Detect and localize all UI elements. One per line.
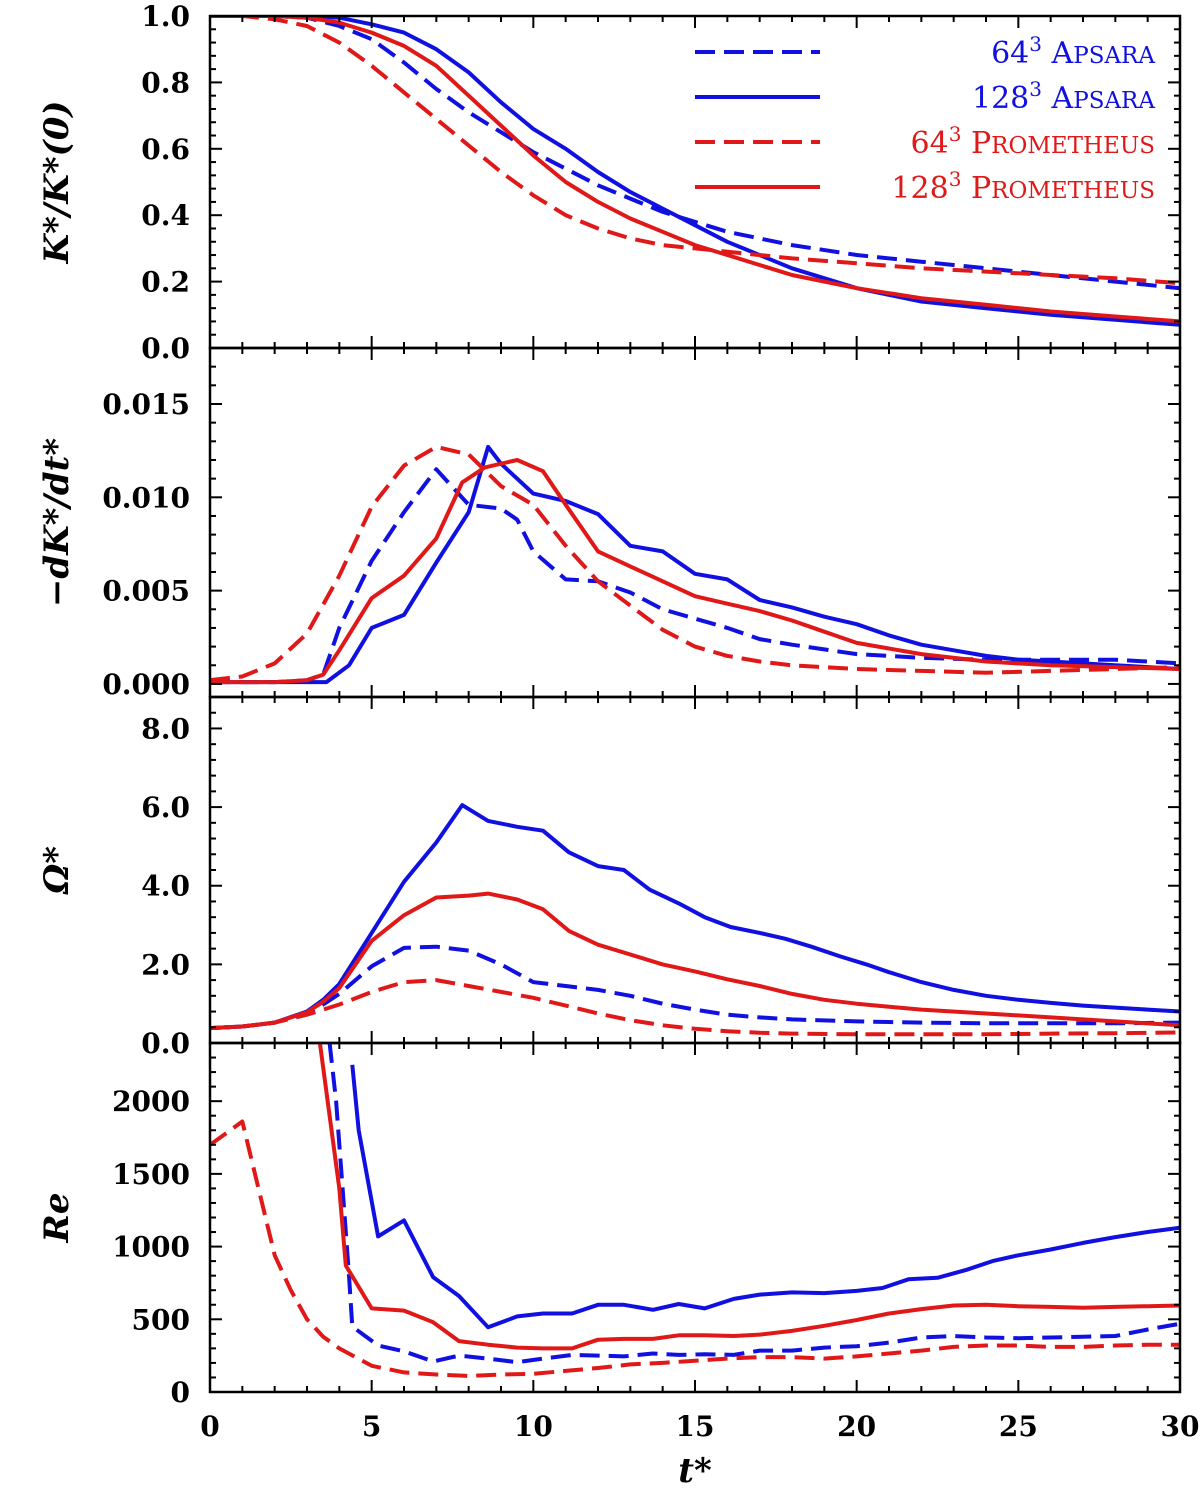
x-tick-label: 5	[362, 1410, 381, 1443]
series-group	[210, 1043, 1180, 1378]
legend-code-initial: A	[1051, 81, 1074, 116]
panel-enstrophy: 0.0 2.0 4.0 6.0 8.0 Ω*	[37, 695, 1182, 1060]
legend-power: 3	[949, 122, 962, 146]
x-tick-label: 30	[1161, 1410, 1200, 1443]
y-tick-label: 1500	[112, 1158, 190, 1191]
y-tick-label: 8.0	[141, 712, 190, 745]
legend-resolution: 128	[891, 171, 948, 206]
legend-entry-text: 1283 PROMETHEUS	[891, 167, 1155, 206]
legend-code-initial: P	[971, 171, 991, 206]
series-line-1283-prometheus	[210, 16, 1180, 324]
y-tick-label: 2.0	[141, 948, 190, 981]
legend-entry-text: 1283 APSARA	[972, 77, 1155, 116]
series-line-1283-prometheus	[317, 1043, 1180, 1351]
y-tick-label: 0.005	[102, 575, 190, 608]
x-tick-label: 20	[837, 1410, 876, 1443]
y-tick-label: 0.2	[141, 266, 190, 299]
legend-resolution: 64	[991, 36, 1029, 71]
y-tick-label: 4.0	[141, 870, 190, 903]
legend-resolution: 128	[972, 81, 1029, 116]
series-group	[210, 444, 1180, 685]
y-tick-label: 1.0	[141, 0, 190, 33]
series-line-643-prometheus	[210, 444, 1180, 683]
legend-code-rest: ROMETHEUS	[991, 178, 1155, 204]
legend-space	[961, 171, 971, 206]
y-tick-label: 2000	[112, 1085, 190, 1118]
y-tick-label: 500	[132, 1303, 190, 1336]
x-tick-label: 10	[514, 1410, 553, 1443]
series-group	[210, 803, 1180, 1037]
y-tick-label: 0	[171, 1376, 190, 1409]
series-line-1283-apsara	[210, 16, 1180, 327]
series-line-1283-apsara	[210, 803, 1180, 1031]
legend-code-rest: PSARA	[1073, 88, 1155, 114]
legend-power: 3	[1029, 32, 1042, 56]
series-line-1283-prometheus	[210, 891, 1180, 1031]
y-tick-label: 1000	[112, 1231, 190, 1264]
legend-entry-text: 643 PROMETHEUS	[911, 122, 1156, 161]
y-tick-label: 0.4	[141, 199, 190, 232]
panel-reynolds-number: 0 500 1000 1500 2000 Re	[37, 1041, 1182, 1409]
series-group	[210, 16, 1180, 327]
y-tick-label: 0.000	[102, 668, 190, 701]
series-line-1283-apsara	[350, 1064, 1180, 1330]
panel-frame	[208, 695, 1182, 1045]
x-tick-label: 0	[200, 1410, 219, 1443]
panel-dissipation-rate: 0.000 0.005 0.010 0.015 −dK*/dt*	[37, 346, 1182, 701]
y-tick-label: 0.010	[102, 481, 190, 514]
y-axis-label: −dK*/dt*	[37, 438, 77, 607]
series-line-643-prometheus	[210, 1119, 1180, 1378]
legend-space	[961, 126, 971, 161]
y-tick-label: 6.0	[141, 791, 190, 824]
y-tick-label: 0.8	[141, 66, 190, 99]
y-tick-label: 0.0	[141, 332, 190, 365]
legend-code-rest: PSARA	[1073, 43, 1155, 69]
x-axis: 0 5 10 15 20 25 30 t*	[200, 1410, 1199, 1491]
legend-power: 3	[1029, 77, 1042, 101]
y-tick-label: 0.6	[141, 133, 190, 166]
series-line-1283-apsara	[210, 444, 1180, 685]
x-tick-label: 25	[999, 1410, 1038, 1443]
y-tick-label: 0.015	[102, 388, 190, 421]
y-axis-label: Ω*	[37, 846, 77, 895]
legend-space	[1042, 36, 1052, 71]
x-tick-label: 15	[676, 1410, 715, 1443]
legend-space	[1042, 81, 1052, 116]
legend-code-initial: A	[1051, 36, 1074, 71]
legend-code-rest: ROMETHEUS	[991, 133, 1155, 159]
series-line-1283-prometheus	[210, 458, 1180, 685]
legend-resolution: 64	[911, 126, 949, 161]
series-line-643-prometheus	[210, 978, 1180, 1037]
series-line-643-apsara	[210, 944, 1180, 1031]
series-line-643-apsara	[327, 1043, 1180, 1365]
x-axis-label: t*	[678, 1451, 712, 1491]
y-axis-label: K*/K*(0)	[37, 101, 77, 265]
y-axis-label: Re	[37, 1193, 77, 1244]
legend-entry-text: 643 APSARA	[991, 32, 1155, 71]
series-line-643-prometheus	[210, 16, 1180, 286]
legend-code-initial: P	[971, 126, 991, 161]
series-line-643-apsara	[210, 16, 1180, 291]
legend-power: 3	[949, 167, 962, 191]
series-line-643-apsara	[210, 467, 1180, 685]
y-tick-label: 0.0	[141, 1027, 190, 1060]
